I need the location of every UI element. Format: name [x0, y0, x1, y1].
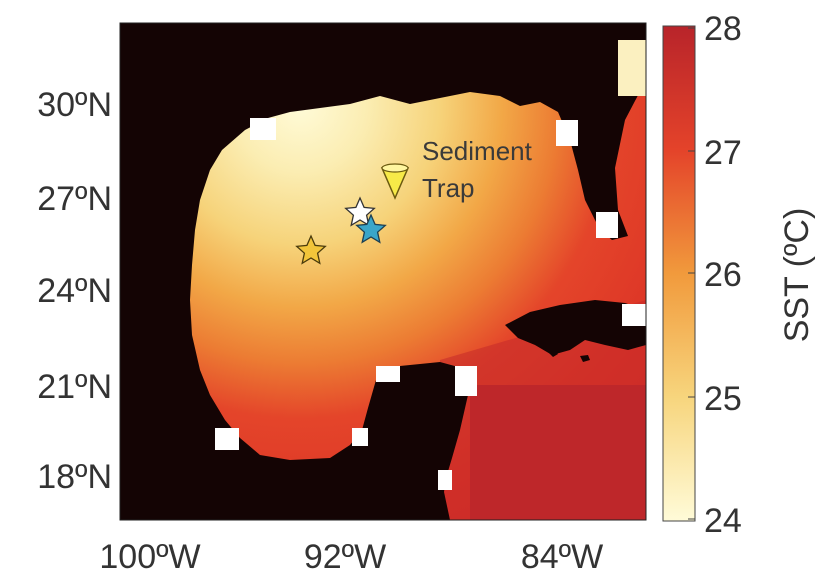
colorbar-ticks	[688, 27, 695, 520]
lat-label-27: 27ºN	[37, 180, 112, 218]
land-mask	[120, 23, 646, 520]
lat-label-24: 24ºN	[37, 272, 112, 310]
sediment-trap-rim	[381, 163, 409, 173]
caribbean-gradient	[440, 300, 646, 520]
map-area	[120, 23, 646, 520]
colorbar-tick-25: 25	[704, 380, 742, 418]
lat-label-21: 21ºN	[37, 368, 112, 406]
masked-cell	[352, 428, 368, 446]
lat-label-18: 18ºN	[37, 458, 112, 496]
masked-cell	[556, 120, 578, 146]
yellow-star-icon	[295, 234, 327, 265]
masked-cell	[596, 212, 618, 238]
colorbar-tick-24: 24	[704, 502, 742, 540]
lon-label-84: 84ºW	[521, 538, 603, 576]
lat-label-30: 30ºN	[37, 86, 112, 124]
masked-cell	[215, 428, 239, 450]
sediment-trap-label-line1: Sediment	[422, 136, 533, 166]
blue-star-icon	[355, 213, 387, 244]
lon-label-100: 100ºW	[99, 538, 200, 576]
white-star-icon	[344, 196, 376, 227]
map-frame	[119, 22, 647, 521]
small-island	[580, 355, 590, 362]
colorbar-tick-27: 27	[704, 134, 742, 172]
masked-cell	[622, 304, 646, 326]
masked-cell	[250, 118, 276, 140]
colorbar-tick-28: 28	[704, 10, 742, 48]
small-island	[548, 350, 558, 357]
masked-cell	[438, 470, 452, 490]
lon-label-92: 92ºW	[304, 538, 386, 576]
cuba-landmass	[505, 300, 646, 355]
sediment-trap-label-line2: Trap	[422, 173, 475, 203]
masked-cell	[455, 366, 477, 396]
colorbar-tick-26: 26	[704, 256, 742, 294]
colorbar-label: SST (ºC)	[778, 208, 816, 343]
masked-cell	[376, 366, 400, 382]
atlantic-cool-cell	[618, 40, 646, 96]
